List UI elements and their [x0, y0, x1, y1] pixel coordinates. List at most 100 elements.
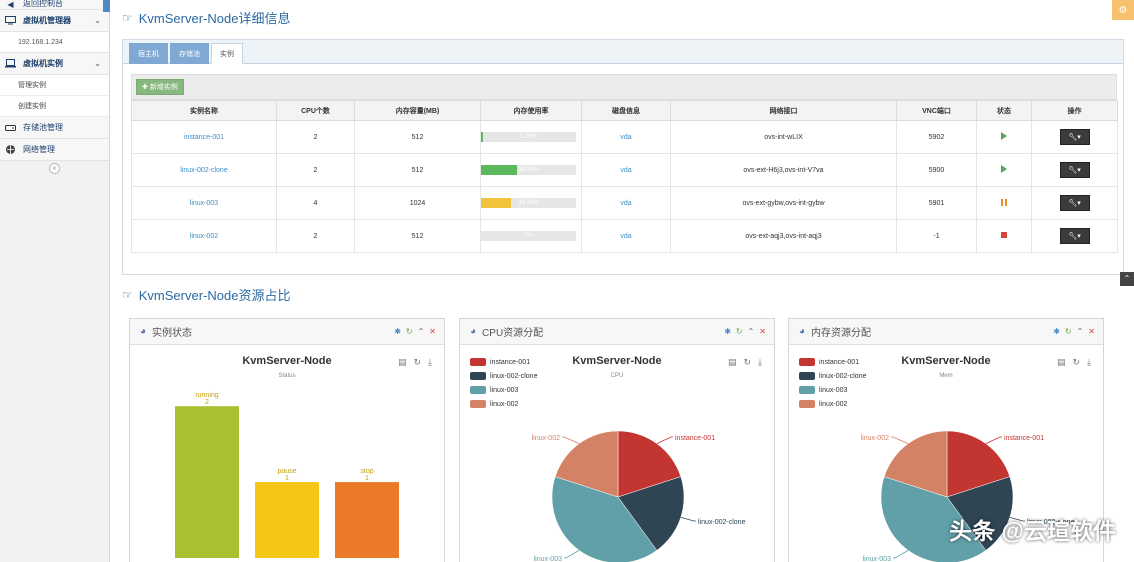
- op-cell: 🔧︎ ▾: [1032, 121, 1118, 154]
- add-instance-button[interactable]: ✚ 新增实例: [136, 79, 184, 95]
- double-chevron-left-icon: «: [49, 163, 60, 174]
- monitor-icon: [5, 16, 16, 25]
- op-cell: 🔧︎ ▾: [1032, 154, 1118, 187]
- mem-usage-text: 31.48%: [481, 198, 576, 208]
- col-header: 实例名称: [132, 101, 277, 121]
- main-content: ☞ KvmServer-Node详细信息 ⚙ 宿主机 存储池 实例 ✚ 新增实例…: [110, 0, 1134, 562]
- table-row: linux-002 2 512 0% vda ovs-ext-aqj3,ovs-int-a…: [132, 220, 1118, 253]
- tab-storage-pool[interactable]: 存储池: [170, 43, 209, 64]
- wrench-icon: 🔧︎: [1068, 133, 1077, 141]
- pie-label-line: [657, 437, 673, 444]
- col-header: 操作: [1032, 101, 1118, 121]
- hand-pointer-icon: ☞: [122, 288, 133, 302]
- col-header: 内存使用率: [481, 101, 582, 121]
- instance-table: 实例名称 CPU个数 内存容量(MB) 内存使用率 磁盘信息 网络接口 VNC端…: [131, 100, 1118, 253]
- network-interfaces: ovs-ext-gybw,ovs-int-gybw: [671, 187, 897, 220]
- disk-link[interactable]: vda: [582, 187, 671, 220]
- instance-name-link[interactable]: linux-002-clone: [132, 154, 277, 187]
- network-interfaces: ovs-int-wLIX: [671, 121, 897, 154]
- pause-icon[interactable]: [1001, 199, 1007, 206]
- sidebar-item-vm-instance[interactable]: 虚拟机实例 ⌄: [0, 53, 109, 75]
- col-header: 磁盘信息: [582, 101, 671, 121]
- status-cell: [977, 187, 1032, 220]
- actions-dropdown-button[interactable]: 🔧︎ ▾: [1060, 162, 1090, 178]
- laptop-icon: [5, 59, 16, 68]
- mem-usage-bar: 0%: [481, 231, 576, 241]
- grid-toolbar: ✚ 新增实例: [131, 74, 1117, 100]
- actions-dropdown-button[interactable]: 🔧︎ ▾: [1060, 195, 1090, 211]
- col-header: CPU个数: [277, 101, 355, 121]
- bar: [255, 482, 319, 558]
- col-header: 网络接口: [671, 101, 897, 121]
- hdd-icon: [5, 123, 16, 132]
- resource-section-title: ☞ KvmServer-Node资源占比: [122, 285, 290, 304]
- table-row: instance-001 2 512 1.76% vda ovs-int-wLIX 5902…: [132, 121, 1118, 154]
- chevron-down-icon: ⌄: [94, 16, 101, 25]
- mem-usage-bar: 31.48%: [481, 198, 576, 208]
- mem-size: 512: [355, 220, 481, 253]
- sidebar-collapse-button[interactable]: «: [0, 161, 109, 175]
- pie-label: linux-002: [861, 435, 890, 442]
- sidebar-item-host[interactable]: 192.168.1.234: [0, 32, 109, 53]
- mem-size: 512: [355, 121, 481, 154]
- instance-name-link[interactable]: instance-001: [132, 121, 277, 154]
- mem-usage-cell: 1.76%: [481, 121, 582, 154]
- status-panel: ◕ 实例状态 ✱ ↻ ⌃ ✕ KvmServer-Node Status ▤ ↻…: [129, 318, 445, 562]
- cpu-pie-chart: instance-001linux-002-clonelinux-003linu…: [460, 319, 776, 562]
- globe-icon: [5, 145, 16, 154]
- actions-dropdown-button[interactable]: 🔧︎ ▾: [1060, 129, 1090, 145]
- mem-size: 512: [355, 154, 481, 187]
- mem-usage-text: 1.76%: [481, 132, 576, 142]
- pie-label-line: [562, 437, 579, 444]
- sidebar-item-storage-pool[interactable]: 存储池管理: [0, 117, 109, 139]
- tabs-bar: 宿主机 存储池 实例: [123, 40, 1123, 64]
- settings-button[interactable]: ⚙: [1112, 0, 1134, 20]
- bar-value-label: 1: [365, 475, 369, 482]
- active-indicator: [103, 0, 110, 12]
- col-header: VNC端口: [897, 101, 977, 121]
- caret-down-icon: ▾: [1077, 133, 1081, 141]
- play-icon[interactable]: [1001, 165, 1007, 173]
- instance-name-link[interactable]: linux-003: [132, 187, 277, 220]
- mem-usage-bar: 1.76%: [481, 132, 576, 142]
- mem-size: 1024: [355, 187, 481, 220]
- sidebar-item-manage-instance[interactable]: 管理实例: [0, 75, 109, 96]
- status-cell: [977, 121, 1032, 154]
- status-cell: [977, 220, 1032, 253]
- cpu-count: 2: [277, 154, 355, 187]
- mem-usage-bar: 38.06%: [481, 165, 576, 175]
- instance-name-link[interactable]: linux-002: [132, 220, 277, 253]
- disk-link[interactable]: vda: [582, 220, 671, 253]
- actions-dropdown-button[interactable]: 🔧︎ ▾: [1060, 228, 1090, 244]
- col-header: 内存容量(MB): [355, 101, 481, 121]
- scroll-top-button[interactable]: ⌃: [1120, 272, 1134, 286]
- network-interfaces: ovs-ext-H6j3,ovs-int-V7va: [671, 154, 897, 187]
- bar-category-label: running: [195, 392, 218, 399]
- network-interfaces: ovs-ext-aqj3,ovs-int-aqj3: [671, 220, 897, 253]
- pie-label: linux-003: [534, 556, 563, 562]
- sidebar-back[interactable]: ◀ 返回控制台: [0, 0, 109, 10]
- tab-instance[interactable]: 实例: [211, 43, 243, 64]
- tab-host[interactable]: 宿主机: [129, 43, 168, 64]
- pie-label: linux-002-clone: [698, 519, 746, 526]
- sidebar-item-create-instance[interactable]: 创建实例: [0, 96, 109, 117]
- plus-icon: ✚: [142, 84, 150, 91]
- bar-category-label: pause: [277, 468, 296, 475]
- sidebar-item-network[interactable]: 网络管理: [0, 139, 109, 161]
- mem-usage-text: 38.06%: [481, 165, 576, 175]
- disk-link[interactable]: vda: [582, 121, 671, 154]
- disk-link[interactable]: vda: [582, 154, 671, 187]
- stop-icon[interactable]: [1001, 232, 1007, 238]
- vnc-port: 5902: [897, 121, 977, 154]
- wrench-icon: 🔧︎: [1068, 199, 1077, 207]
- back-icon: ◀: [5, 0, 16, 9]
- cpu-count: 4: [277, 187, 355, 220]
- sidebar-item-vm-manager[interactable]: 虚拟机管理器 ⌄: [0, 10, 109, 32]
- pie-label: linux-003: [863, 556, 892, 562]
- play-icon[interactable]: [1001, 132, 1007, 140]
- wrench-icon: 🔧︎: [1068, 166, 1077, 174]
- detail-section-title: ☞ KvmServer-Node详细信息: [122, 8, 290, 27]
- wrench-icon: 🔧︎: [1068, 232, 1077, 240]
- pie-label-line: [891, 437, 908, 444]
- status-bar-chart: running2pause1stop1: [130, 319, 446, 562]
